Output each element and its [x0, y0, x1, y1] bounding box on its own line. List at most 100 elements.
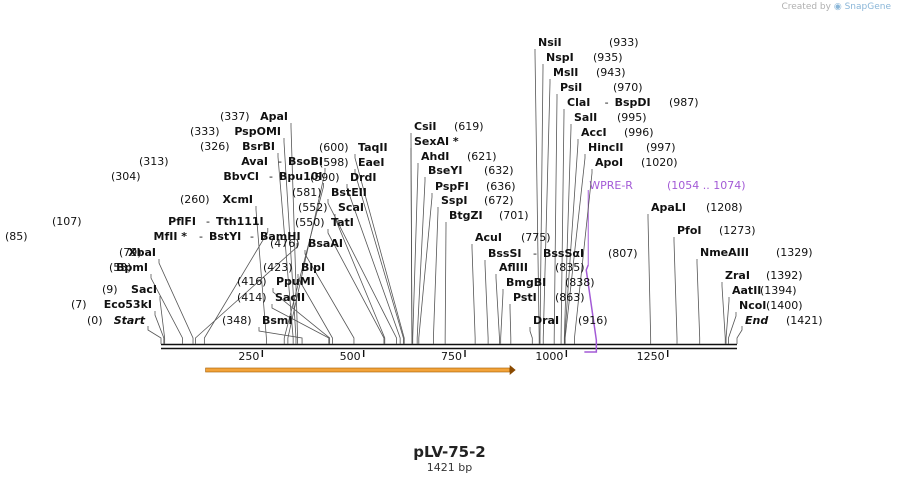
- site-psti-label[interactable]: PstI: [513, 291, 537, 304]
- site-connector: [158, 259, 194, 344]
- site-tati-label[interactable]: TatI: [331, 216, 354, 229]
- site-bstyi-label[interactable]: BstYI: [209, 230, 241, 243]
- site-nsii-label[interactable]: NsiI: [538, 36, 562, 49]
- site-aatii-label[interactable]: AatII: [732, 284, 761, 297]
- site-sspi-label[interactable]: SspI: [441, 194, 467, 207]
- site-psii-label[interactable]: PsiI: [560, 81, 582, 94]
- site-connector: [255, 206, 267, 344]
- site-drdi-label[interactable]: DrdI: [350, 171, 377, 184]
- site-afliii-label[interactable]: AflIII: [499, 261, 528, 274]
- site-sexai-label[interactable]: SexAI *: [414, 135, 459, 148]
- site-msli-label[interactable]: MslI: [553, 66, 578, 79]
- site-apali-label[interactable]: ApaLI: [651, 201, 686, 214]
- site-acci-label[interactable]: AccI: [581, 126, 607, 139]
- site-connector: [484, 260, 489, 344]
- site-bamhi-label[interactable]: BamHI: [260, 230, 301, 243]
- site-connector: [272, 288, 331, 344]
- ruler-tick-label: 750: [441, 350, 462, 363]
- site-ncoi-label[interactable]: NcoI: [739, 299, 766, 312]
- site-bpmi-label[interactable]: BpmI: [116, 261, 148, 274]
- site-connector: [696, 259, 701, 344]
- site-saci-label[interactable]: SacI: [131, 283, 157, 296]
- feature-label[interactable]: WPRE-R: [589, 179, 633, 192]
- site-connector: [553, 94, 558, 344]
- site-nspi-label[interactable]: NspI: [546, 51, 574, 64]
- orf-arrow-body[interactable]: [205, 367, 510, 373]
- site-position: (619): [454, 120, 484, 133]
- site-pflfi-label[interactable]: PflFI: [168, 215, 196, 228]
- site-pfoi-label[interactable]: PfoI: [677, 224, 702, 237]
- site-connector: [195, 243, 298, 344]
- site-bsmi-label[interactable]: BsmI: [262, 314, 293, 327]
- site-bbvci-label[interactable]: BbvCI: [223, 170, 259, 183]
- site-zrai-label[interactable]: ZraI: [725, 269, 750, 282]
- site-position: (1208): [706, 201, 743, 214]
- site-position: (1392): [766, 269, 803, 282]
- site-bmgbi-label[interactable]: BmgBI: [506, 276, 546, 289]
- site-ahdi-label[interactable]: AhdI: [421, 150, 449, 163]
- site-bsobi-label[interactable]: BsoBI: [288, 155, 323, 168]
- site-connector: [564, 139, 579, 344]
- site-csii-label[interactable]: CsiI: [414, 120, 436, 133]
- site-clai-label[interactable]: ClaI: [567, 96, 590, 109]
- site-xbai-label[interactable]: XbaI: [128, 246, 156, 259]
- site-apoi-label[interactable]: ApoI: [595, 156, 623, 169]
- site-sacii-label[interactable]: SacII: [275, 291, 305, 304]
- site-position: (7): [71, 298, 87, 311]
- site-end-label[interactable]: End: [745, 314, 768, 327]
- site-bspdi-label[interactable]: BspDI: [615, 96, 651, 109]
- ruler-tick-label: 1250: [637, 350, 665, 363]
- site-sali-label[interactable]: SalI: [574, 111, 597, 124]
- site-bsrbi-label[interactable]: BsrBI: [242, 140, 275, 153]
- site-position: (85): [5, 230, 28, 243]
- site-drai-label[interactable]: DraI: [533, 314, 559, 327]
- site-connector: [334, 214, 386, 344]
- site-bpu10i-label[interactable]: Bpu10I: [279, 170, 323, 183]
- site-blpi-label[interactable]: BlpI: [301, 261, 325, 274]
- site-eaei-label[interactable]: EaeI: [358, 156, 385, 169]
- site-mfii-label[interactable]: MfII *: [154, 230, 188, 243]
- site-pspfi-label[interactable]: PspFI: [435, 180, 469, 193]
- site-hincii-label[interactable]: HincII: [588, 141, 624, 154]
- feature-marker[interactable]: [584, 264, 598, 353]
- site-position: (590): [310, 171, 340, 184]
- site-apai-label[interactable]: ApaI: [260, 110, 288, 123]
- snapgene-logo-icon: ◉: [833, 2, 842, 12]
- site-separator: -: [533, 247, 537, 260]
- site-separator: -: [269, 170, 273, 183]
- site-connector: [673, 237, 678, 344]
- site-acui-label[interactable]: AcuI: [475, 231, 502, 244]
- site-nmeaiii-label[interactable]: NmeAIII: [700, 246, 749, 259]
- orf-arrow-head[interactable]: [509, 365, 516, 375]
- site-bsssi-label[interactable]: BssSαI: [543, 247, 584, 260]
- site-btgzi-label[interactable]: BtgZI: [449, 209, 483, 222]
- site-tth111i-label[interactable]: Tth111I: [216, 215, 264, 228]
- site-connector: [346, 184, 401, 344]
- site-position: (621): [467, 150, 497, 163]
- site-taqii-label[interactable]: TaqII: [358, 141, 388, 154]
- site-position: (1273): [719, 224, 756, 237]
- site-avai-label[interactable]: AvaI: [241, 155, 268, 168]
- site-bsaai-label[interactable]: BsaAI: [308, 237, 343, 250]
- site-position: (260): [180, 193, 210, 206]
- site-position: (9): [102, 283, 118, 296]
- site-xcmi-label[interactable]: XcmI: [222, 193, 253, 206]
- site-separator: -: [199, 230, 203, 243]
- site-bseyi-label[interactable]: BseYI: [428, 164, 462, 177]
- site-connector: [647, 214, 652, 344]
- site-position: (632): [484, 164, 514, 177]
- site-ppumi-label[interactable]: PpuMI: [276, 275, 315, 288]
- site-connector: [147, 326, 162, 344]
- site-eco53ki-label[interactable]: Eco53kI: [104, 298, 152, 311]
- site-separator: -: [278, 155, 282, 168]
- site-bsssi-label[interactable]: BssSI: [488, 247, 522, 260]
- site-bsteii-label[interactable]: BstEII: [331, 186, 367, 199]
- site-connector: [283, 138, 297, 344]
- site-start-label[interactable]: Start: [114, 314, 146, 327]
- site-pspomi-label[interactable]: PspOMI: [234, 125, 281, 138]
- site-connector: [432, 207, 439, 344]
- site-position: (1020): [641, 156, 678, 169]
- plasmid-name: pLV-75-2: [413, 443, 486, 461]
- site-scai-label[interactable]: ScaI: [338, 201, 364, 214]
